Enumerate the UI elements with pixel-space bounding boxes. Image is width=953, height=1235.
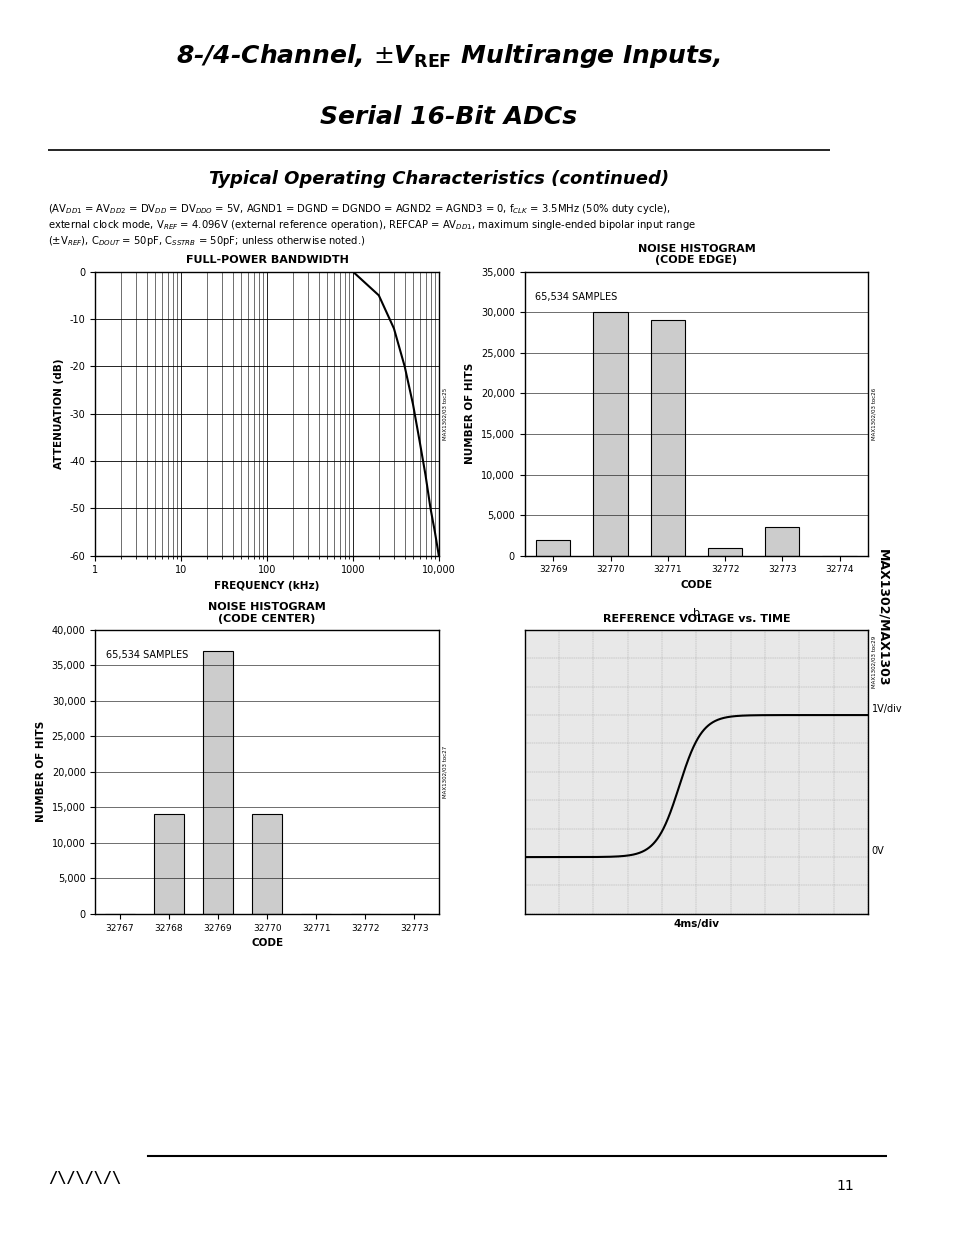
Text: MAX1302/03 toc27: MAX1302/03 toc27 [442,746,447,798]
X-axis label: CODE: CODE [679,580,712,590]
Text: 8-/4-Channel, $\pm$V$_{\mathbf{REF}}$ Multirange Inputs,: 8-/4-Channel, $\pm$V$_{\mathbf{REF}}$ Mu… [176,42,720,69]
Title: REFERENCE VOLTAGE vs. TIME: REFERENCE VOLTAGE vs. TIME [602,614,789,624]
Text: Serial 16-Bit ADCs: Serial 16-Bit ADCs [319,105,577,130]
Text: (AV$_{DD1}$ = AV$_{DD2}$ = DV$_{DD}$ = DV$_{DDO}$ = 5V, AGND1 = DGND = DGNDO = A: (AV$_{DD1}$ = AV$_{DD2}$ = DV$_{DD}$ = D… [48,201,695,247]
Bar [154,815,184,914]
X-axis label: 4ms/div: 4ms/div [673,919,719,930]
Text: MAX1302/03 toc26: MAX1302/03 toc26 [871,388,876,440]
X-axis label: CODE: CODE [251,939,283,948]
Bar [707,547,741,556]
Text: 0V: 0V [871,846,883,856]
Text: /\/\/\/\: /\/\/\/\ [48,1171,121,1186]
Bar [650,320,684,556]
Text: MAX1302/03 toc25: MAX1302/03 toc25 [442,388,447,440]
Y-axis label: ATTENUATION (dB): ATTENUATION (dB) [54,358,64,469]
Bar [764,527,799,556]
Y-axis label: NUMBER OF HITS: NUMBER OF HITS [36,721,46,823]
Text: 1V/div: 1V/div [871,704,902,714]
Y-axis label: NUMBER OF HITS: NUMBER OF HITS [465,363,475,464]
Title: NOISE HISTOGRAM
(CODE EDGE): NOISE HISTOGRAM (CODE EDGE) [637,243,755,266]
X-axis label: FREQUENCY (kHz): FREQUENCY (kHz) [214,580,319,592]
Text: 11: 11 [836,1179,854,1193]
Text: MAX1302/03 toc29: MAX1302/03 toc29 [871,636,876,688]
Bar [536,540,570,556]
Text: b: b [692,609,700,619]
Text: 65,534 SAMPLES: 65,534 SAMPLES [535,291,617,301]
Title: FULL-POWER BANDWIDTH: FULL-POWER BANDWIDTH [186,256,348,266]
Bar [203,651,233,914]
Bar [593,312,627,556]
Text: MAX1302/MAX1303: MAX1302/MAX1303 [875,548,888,687]
Bar [253,815,281,914]
Text: Typical Operating Characteristics (continued): Typical Operating Characteristics (conti… [209,170,668,189]
Title: NOISE HISTOGRAM
(CODE CENTER): NOISE HISTOGRAM (CODE CENTER) [208,601,326,624]
Text: 65,534 SAMPLES: 65,534 SAMPLES [106,650,188,659]
